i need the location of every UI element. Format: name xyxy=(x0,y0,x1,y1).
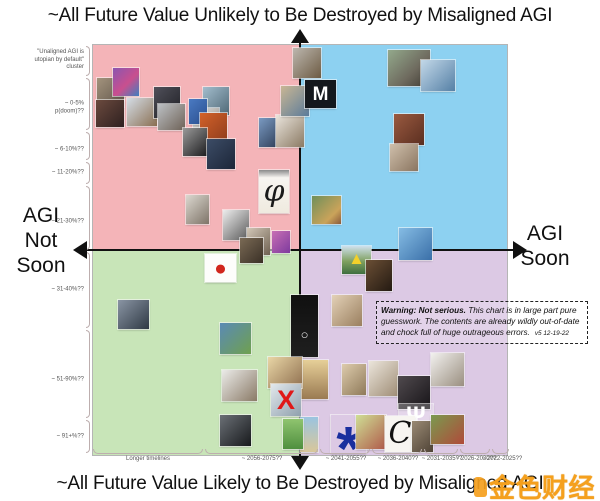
portrait-photo xyxy=(272,231,290,253)
portrait-photo xyxy=(342,364,366,395)
axis-arrow-up-icon xyxy=(291,29,309,43)
portrait-photo xyxy=(183,128,207,156)
portrait-photo xyxy=(398,376,430,409)
portrait-photo xyxy=(186,195,209,224)
pendant-photo: ○ xyxy=(291,295,318,357)
portrait-photo xyxy=(158,104,185,130)
landscape-photo xyxy=(283,419,303,449)
red-x-overlay-photo: X xyxy=(271,384,301,416)
portrait-photo xyxy=(113,68,139,96)
phi-symbol-card: φ xyxy=(259,170,289,213)
x-axis-line xyxy=(84,249,514,251)
portrait-photo xyxy=(276,115,304,147)
m-logo-tile-glyph: M xyxy=(312,83,329,105)
portrait-photo xyxy=(127,98,157,126)
portrait-photo xyxy=(394,114,424,145)
x-axis-label-left: AGI Not Soon xyxy=(16,204,66,278)
watermark-jinse: 金色财经 xyxy=(474,468,595,501)
portrait-photo xyxy=(223,210,249,240)
portrait-photo xyxy=(431,415,464,444)
watermark-logo-icon xyxy=(474,476,487,497)
m-logo-tile: M xyxy=(305,80,336,108)
painting-photo xyxy=(312,196,341,224)
axis-arrow-left-icon xyxy=(73,241,87,259)
apple-illustration-glyph: ● xyxy=(214,256,227,280)
calligraphy-c-card: C xyxy=(385,416,415,452)
portrait-photo xyxy=(281,86,309,116)
portrait-photo xyxy=(366,260,392,291)
portrait-photo xyxy=(300,360,328,399)
chart-title-top: ~All Future Value Unlikely to Be Destroy… xyxy=(47,5,553,26)
portrait-photo xyxy=(207,139,235,169)
portrait-photo xyxy=(369,361,398,396)
portrait-photo xyxy=(259,118,276,147)
portrait-photo xyxy=(222,370,257,401)
portrait-photo xyxy=(293,48,321,78)
warning-title: Warning: Not serious. xyxy=(381,306,466,315)
portrait-photo xyxy=(390,144,418,171)
x-axis-label-right: AGI Soon xyxy=(520,222,570,271)
watermark-text: 金色财经 xyxy=(489,473,596,501)
portrait-photo xyxy=(220,415,251,446)
portrait-photo xyxy=(412,421,433,452)
portrait-photo xyxy=(118,300,149,329)
axis-arrow-right-icon xyxy=(513,241,527,259)
portrait-photo xyxy=(96,100,124,127)
wizard-hat-figure-glyph: ▲ xyxy=(348,248,365,268)
chart-title-bottom: ~All Future Value Likely to Be Destroyed… xyxy=(56,473,544,494)
warning-box: Warning: Not serious. This chart is in l… xyxy=(376,301,588,344)
apple-illustration: ● xyxy=(205,254,236,282)
quadrant-bottom-left xyxy=(92,250,300,456)
portrait-photo xyxy=(356,415,386,449)
portrait-photo xyxy=(268,357,302,388)
calligraphy-c-card-glyph: C xyxy=(388,416,412,451)
pendant-photo-glyph: ○ xyxy=(300,326,309,342)
portrait-photo xyxy=(332,295,362,326)
portrait-photo xyxy=(220,323,251,354)
portrait-photo xyxy=(421,60,455,91)
warning-body: This chart is in large part pure guesswo… xyxy=(381,306,580,338)
portrait-photo xyxy=(431,353,464,386)
portrait-photo xyxy=(300,417,318,452)
phi-symbol-card-glyph: φ xyxy=(263,173,285,209)
axis-arrow-down-icon xyxy=(291,456,309,470)
portrait-photo xyxy=(240,238,263,263)
red-x-overlay-photo-glyph: X xyxy=(276,384,295,415)
warning-version: v5 12-19-22 xyxy=(534,330,569,338)
portrait-photo xyxy=(399,228,432,260)
